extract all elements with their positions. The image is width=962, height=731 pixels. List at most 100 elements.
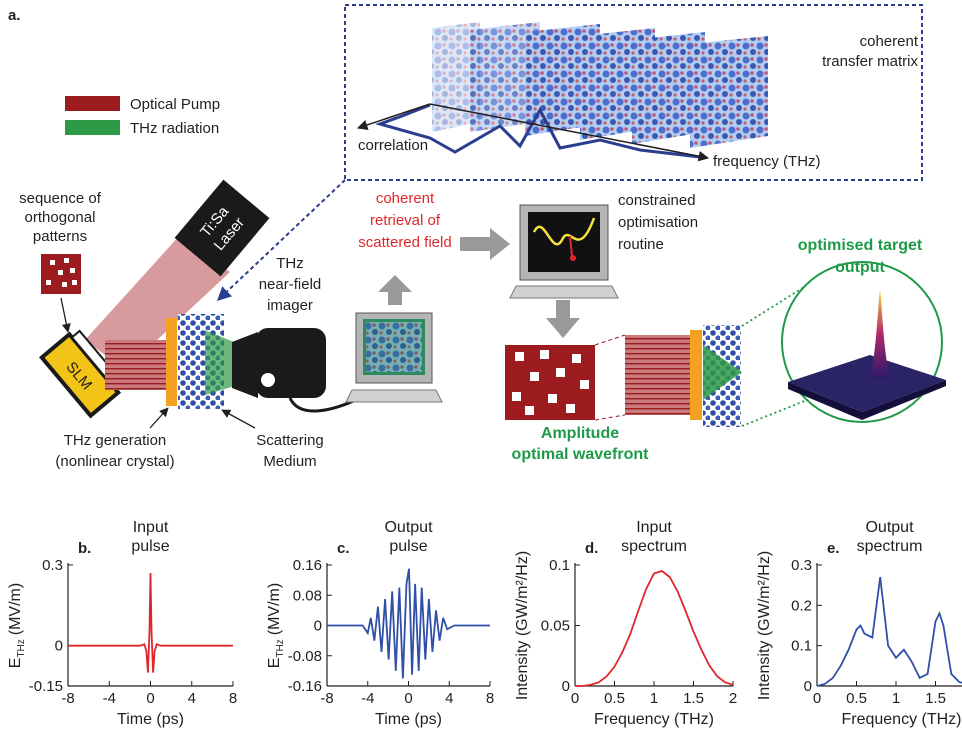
data-line: [327, 569, 490, 679]
label: constrained: [618, 192, 696, 209]
y-tick-label: 0.2: [791, 597, 812, 614]
legend-label: Optical Pump: [130, 96, 220, 113]
label: near-field: [259, 276, 322, 293]
label: Amplitude: [541, 425, 619, 442]
chart-title: Input: [133, 519, 169, 536]
computer: [510, 205, 618, 298]
y-label-symbol: E: [7, 658, 24, 669]
panel-label: a.: [8, 7, 21, 24]
y-axis-label: ETHz (MV/m): [266, 583, 286, 668]
label: (nonlinear crystal): [55, 453, 174, 470]
label: THz: [276, 255, 304, 272]
label: coherent: [860, 33, 919, 50]
chart-title: Output: [865, 519, 914, 536]
x-tick-label: 1.5: [683, 690, 704, 707]
x-tick-label: -4: [103, 690, 116, 707]
y-tick-label: -0.15: [29, 678, 63, 695]
data-line: [575, 571, 733, 686]
diagram: a. correlation frequency (THz) coherent …: [8, 5, 946, 470]
x-axis-label: Time (ps): [375, 711, 442, 728]
y-tick-label: 0.1: [549, 557, 570, 574]
y-tick-label: -0.08: [288, 648, 322, 665]
y-tick-label: 0.3: [42, 557, 63, 574]
legend-label: THz radiation: [130, 120, 219, 137]
x-tick-label: -8: [61, 690, 74, 707]
label: Scattering: [256, 432, 324, 449]
panel-label: c.: [337, 540, 350, 557]
y-tick-label: 0.3: [791, 557, 812, 574]
arrow: [222, 410, 255, 428]
label: patterns: [33, 228, 87, 245]
y-tick-label: -0.16: [288, 678, 322, 695]
label: transfer matrix: [822, 53, 918, 70]
pump-beams: [625, 335, 690, 415]
legend: Optical Pump THz radiation: [65, 96, 220, 137]
y-tick-label: 0: [314, 618, 322, 635]
charts: -0.1500.3-8-4048Time (ps)ETHz(MV/m)Input…: [7, 519, 962, 728]
crystal: [690, 330, 702, 420]
x-tick-label: 1: [892, 690, 900, 707]
label: sequence of: [19, 190, 102, 207]
x-axis-label: Frequency (THz): [841, 711, 961, 728]
y-axis-label: ETHz(MV/m): [7, 583, 27, 668]
label: routine: [618, 236, 664, 253]
figure: a. correlation frequency (THz) coherent …: [0, 0, 962, 731]
y-tick-label: 0.05: [541, 618, 570, 635]
axis-label: frequency (THz): [713, 153, 821, 170]
label: scattered field: [358, 234, 451, 251]
correlation-axis: [358, 104, 430, 128]
data-line: [817, 577, 962, 686]
y-tick-label: 0.08: [293, 587, 322, 604]
chart-title: Output: [384, 519, 433, 536]
chart-title: spectrum: [621, 538, 687, 555]
x-tick-label: 0.5: [604, 690, 625, 707]
y-tick-label: 0: [562, 678, 570, 695]
x-tick-label: -8: [320, 690, 333, 707]
y-label-unit: (MV/m): [266, 583, 283, 635]
pump-beams: [105, 340, 170, 390]
legend-swatch: [65, 96, 120, 111]
y-axis-label: Intensity (GW/m²/Hz): [756, 551, 773, 700]
x-tick-label: 2: [729, 690, 737, 707]
label: THz generation: [64, 432, 167, 449]
x-tick-label: 0: [404, 690, 412, 707]
arrow: [460, 228, 510, 260]
chart-title: pulse: [389, 538, 427, 555]
x-tick-label: 4: [188, 690, 196, 707]
label: Medium: [263, 453, 316, 470]
panel-label: b.: [78, 540, 91, 557]
zoom-line: [742, 398, 812, 426]
x-tick-label: 4: [445, 690, 453, 707]
label: coherent: [376, 190, 435, 207]
panel-label: e.: [827, 540, 840, 557]
y-axis-label: Intensity (GW/m²/Hz): [514, 551, 531, 700]
x-tick-label: 1.5: [925, 690, 946, 707]
y-label-subscript: THz: [275, 639, 286, 657]
y-tick-label: 0: [55, 638, 63, 655]
amplitude-mask: [505, 335, 625, 420]
matrix-frames: [432, 22, 768, 148]
data-line: [68, 573, 233, 672]
x-axis-label: Frequency (THz): [594, 711, 714, 728]
pattern-icon: [41, 254, 81, 294]
y-label-symbol: E: [266, 658, 283, 669]
label: optimised target: [798, 237, 923, 254]
y-tick-label: 0: [804, 678, 812, 695]
chart-title: spectrum: [857, 538, 923, 555]
arrow: [150, 408, 168, 428]
arrow: [61, 298, 68, 332]
label: orthogonal: [25, 209, 96, 226]
x-tick-label: 8: [229, 690, 237, 707]
y-label-subscript: THz: [16, 639, 27, 657]
x-tick-label: 1: [650, 690, 658, 707]
label: retrieval of: [370, 212, 441, 229]
chart-title: pulse: [131, 538, 169, 555]
y-tick-label: 0.16: [293, 557, 322, 574]
x-tick-label: 0: [813, 690, 821, 707]
x-tick-label: 0: [146, 690, 154, 707]
label: output: [835, 259, 885, 276]
arrow: [378, 275, 412, 305]
label: optimal wavefront: [512, 446, 650, 463]
legend-swatch: [65, 120, 120, 135]
x-tick-label: -4: [361, 690, 374, 707]
